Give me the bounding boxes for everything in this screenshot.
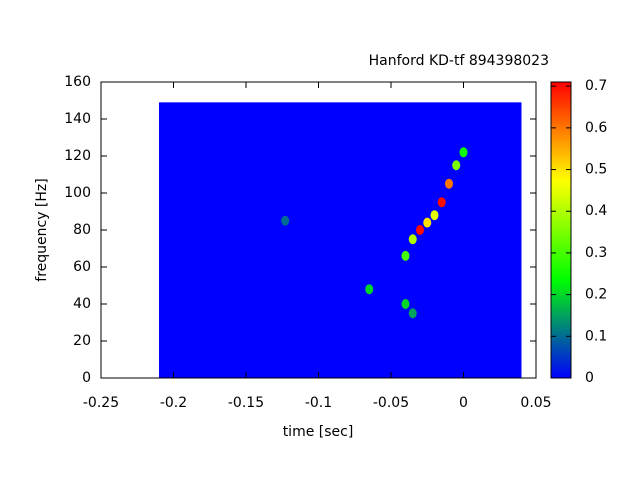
y-tick-label: 120 xyxy=(64,148,91,164)
heatmap-cell xyxy=(459,147,468,158)
heatmap-cell xyxy=(423,217,432,228)
y-tick-label: 60 xyxy=(73,259,91,275)
y-axis-label: frequency [Hz] xyxy=(34,178,50,281)
y-tick-label: 100 xyxy=(64,185,91,201)
colorbar-tick-label: 0.1 xyxy=(585,328,607,344)
colorbar-tick-label: 0.6 xyxy=(585,120,607,136)
x-tick-label: -0.15 xyxy=(228,395,264,411)
heatmap-cell xyxy=(437,197,446,208)
y-tick-label: 160 xyxy=(64,74,91,90)
colorbar-tick-label: 0.7 xyxy=(585,78,607,94)
heatmap-background xyxy=(159,102,522,378)
y-tick-label: 40 xyxy=(73,296,91,312)
x-tick-label: 0.05 xyxy=(520,395,551,411)
y-tick-label: 0 xyxy=(82,370,91,386)
x-tick-label: -0.2 xyxy=(160,395,187,411)
heatmap-cell xyxy=(401,250,410,261)
y-tick-label: 20 xyxy=(73,333,91,349)
heatmap-cell xyxy=(401,299,410,309)
colorbar-tick-label: 0.2 xyxy=(585,287,607,303)
colorbar-tick-label: 0.3 xyxy=(585,245,607,261)
heatmap-cell xyxy=(408,234,417,245)
colorbar-tick-label: 0.5 xyxy=(585,162,607,178)
heatmap-cell xyxy=(408,308,417,319)
y-tick-label: 80 xyxy=(73,222,91,238)
chart-title: Hanford KD-tf 894398023 xyxy=(369,53,549,69)
x-tick-label: -0.1 xyxy=(305,395,332,411)
heatmap-cell xyxy=(281,215,290,226)
colorbar xyxy=(550,81,572,379)
x-tick-label: 0 xyxy=(459,395,468,411)
heatmap-cell xyxy=(452,160,461,171)
colorbar-tick-label: 0.4 xyxy=(585,203,607,219)
x-tick-label: -0.05 xyxy=(373,395,409,411)
x-tick-label: -0.25 xyxy=(83,395,119,411)
heatmap-cell xyxy=(365,284,374,295)
heatmap-cell xyxy=(430,210,439,221)
heatmap-cell xyxy=(416,225,424,235)
colorbar-tick-label: 0 xyxy=(585,370,594,386)
x-axis-label: time [sec] xyxy=(283,424,354,440)
heatmap-cell xyxy=(445,178,453,189)
y-tick-label: 140 xyxy=(64,111,91,127)
